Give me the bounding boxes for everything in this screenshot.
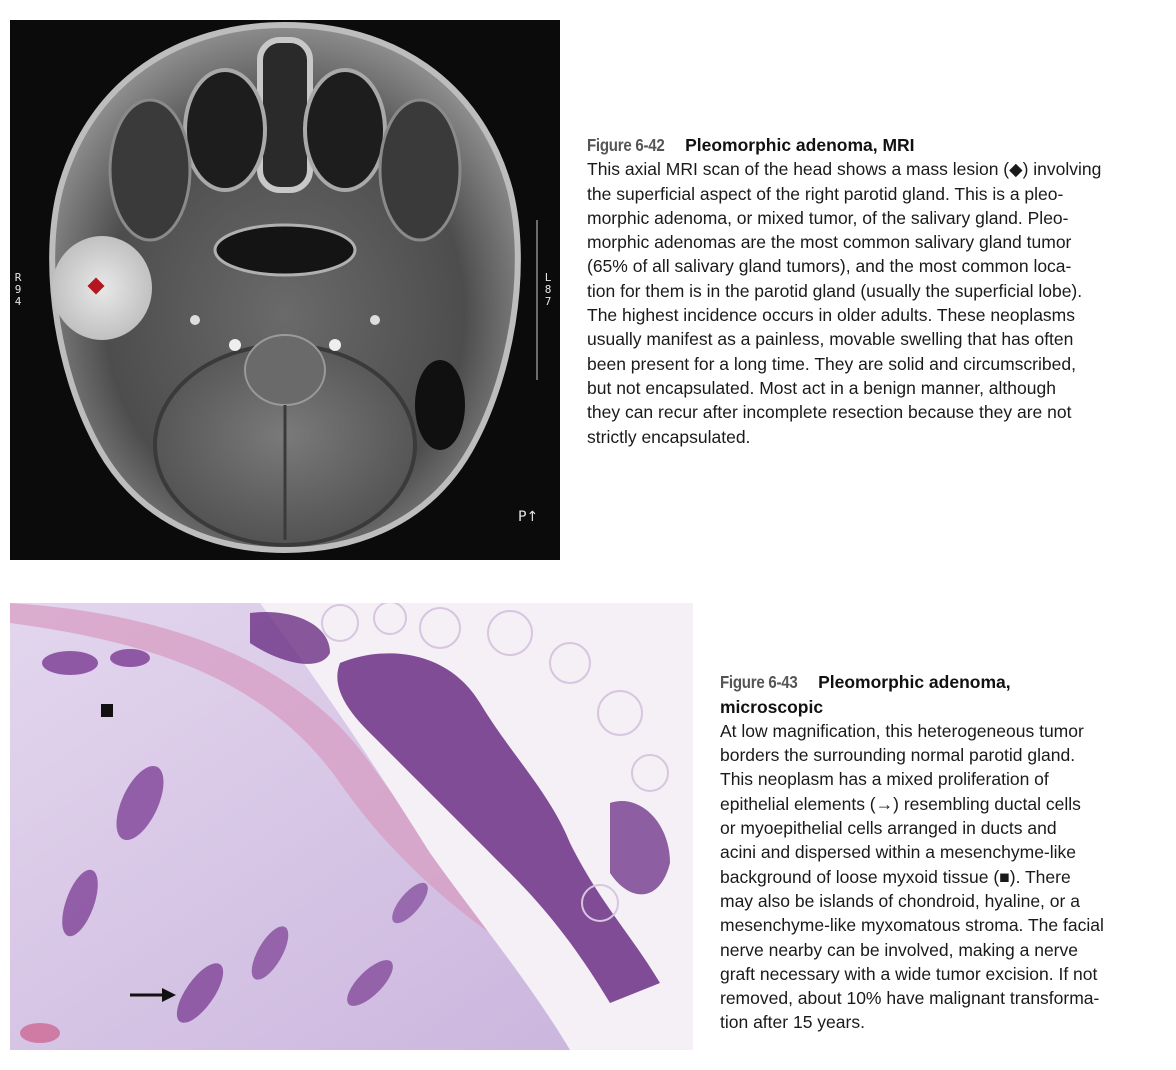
figure-6-42-caption: Figure 6-42 Pleomorphic adenoma, MRI This…: [587, 133, 1153, 449]
figure-title: Pleomorphic adenoma, microscopic: [720, 672, 1011, 717]
histology-micrograph-image: [10, 603, 693, 1050]
mri-side-label-right: L 8 7: [544, 271, 552, 308]
figure-6-43-heading: Figure 6-43 Pleomorphic adenoma, microsco…: [720, 646, 1160, 719]
figure-6-43-body: At low magnification, this heterogeneous…: [720, 720, 1104, 1033]
mri-side-label-left: R 9 4: [14, 271, 22, 308]
figure-title: Pleomorphic adenoma, MRI: [685, 135, 915, 155]
mri-axial-head-image: R 9 4 L 8 7 P↑: [10, 20, 560, 560]
figure-number: Figure 6-43: [720, 672, 798, 693]
epithelial-elements-arrow-icon: [130, 988, 176, 1002]
figure-number: Figure 6-42: [587, 135, 665, 155]
myxoid-tissue-marker: [101, 704, 113, 717]
figure-6-43-caption: Figure 6-43 Pleomorphic adenoma, microsco…: [720, 646, 1160, 1035]
figure-6-42-body: This axial MRI scan of the head shows a …: [587, 159, 1102, 447]
mri-orientation-label: P↑: [518, 509, 539, 525]
figure-6-42-heading: Figure 6-42 Pleomorphic adenoma, MRI: [587, 133, 1153, 157]
